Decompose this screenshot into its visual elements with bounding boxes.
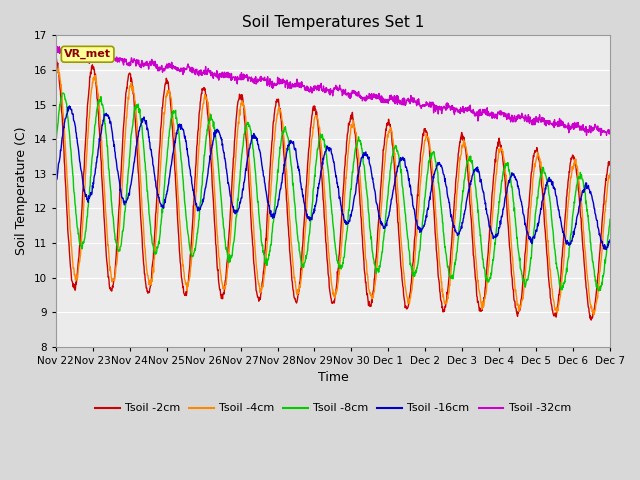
Title: Soil Temperatures Set 1: Soil Temperatures Set 1 [242, 15, 424, 30]
Legend: Tsoil -2cm, Tsoil -4cm, Tsoil -8cm, Tsoil -16cm, Tsoil -32cm: Tsoil -2cm, Tsoil -4cm, Tsoil -8cm, Tsoi… [91, 399, 575, 418]
X-axis label: Time: Time [317, 372, 348, 384]
Text: VR_met: VR_met [64, 49, 111, 60]
Y-axis label: Soil Temperature (C): Soil Temperature (C) [15, 127, 28, 255]
